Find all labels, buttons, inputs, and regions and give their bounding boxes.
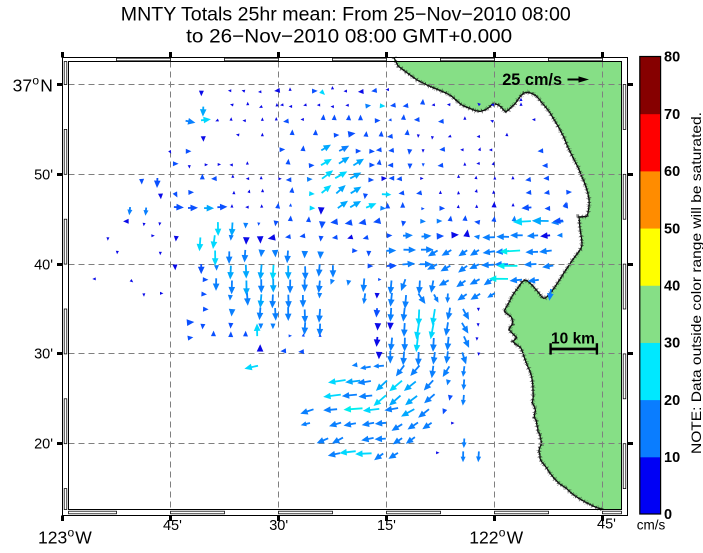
svg-text:15': 15': [377, 518, 396, 534]
svg-text:o: o: [68, 525, 75, 539]
svg-text:NOTE: Data outside color range: NOTE: Data outside color range will be s…: [689, 112, 703, 454]
svg-text:30': 30': [34, 347, 53, 363]
svg-text:40: 40: [664, 278, 680, 294]
svg-text:W: W: [507, 528, 524, 548]
svg-text:10 km: 10 km: [551, 331, 595, 348]
svg-text:45': 45': [163, 518, 182, 534]
svg-text:37: 37: [13, 75, 32, 95]
svg-text:10: 10: [664, 450, 680, 466]
svg-text:o: o: [499, 525, 506, 539]
svg-text:N: N: [40, 75, 53, 95]
svg-text:60: 60: [664, 164, 680, 180]
svg-text:20': 20': [34, 437, 53, 453]
svg-text:123: 123: [38, 528, 67, 548]
svg-text:40': 40': [34, 258, 53, 274]
svg-text:cm/s: cm/s: [637, 518, 666, 533]
svg-text:o: o: [32, 74, 39, 88]
svg-text:30: 30: [664, 336, 680, 352]
svg-text:80: 80: [664, 50, 680, 66]
svg-text:30': 30': [269, 518, 288, 534]
svg-text:25 cm/s: 25 cm/s: [502, 71, 562, 89]
svg-text:45': 45': [597, 517, 616, 533]
svg-text:50': 50': [34, 168, 53, 184]
svg-text:W: W: [75, 528, 92, 548]
svg-text:to 26−Nov−2010 08:00 GMT+0.000: to 26−Nov−2010 08:00 GMT+0.000: [186, 26, 512, 48]
svg-text:MNTY Totals 25hr mean: From 25: MNTY Totals 25hr mean: From 25−Nov−2010 …: [121, 4, 571, 26]
svg-text:20: 20: [664, 393, 680, 409]
svg-text:122: 122: [469, 528, 498, 548]
svg-text:50: 50: [664, 221, 680, 237]
svg-text:70: 70: [664, 107, 680, 123]
